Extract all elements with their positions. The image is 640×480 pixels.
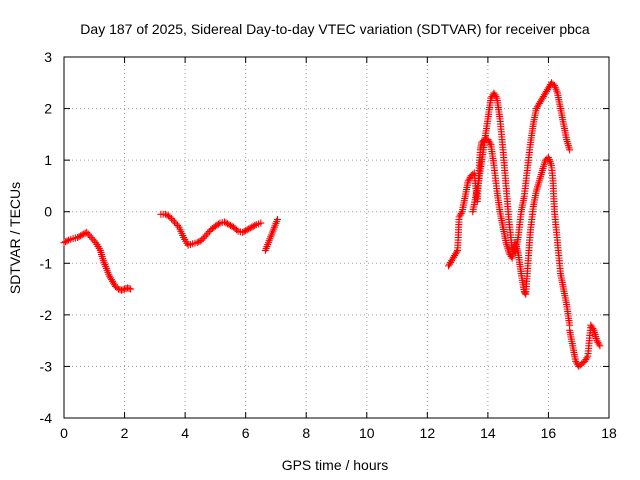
data-point bbox=[77, 232, 85, 240]
data-point bbox=[169, 216, 177, 224]
data-point bbox=[89, 235, 97, 243]
data-point bbox=[201, 233, 209, 241]
x-tick-label: 6 bbox=[242, 425, 250, 441]
y-axis-label: SDTVAR / TECUs bbox=[7, 182, 23, 294]
data-series bbox=[60, 228, 135, 294]
data-point bbox=[457, 209, 465, 217]
data-point bbox=[172, 220, 180, 228]
data-point bbox=[174, 221, 182, 229]
data-point bbox=[202, 231, 210, 239]
data-point bbox=[225, 221, 233, 229]
data-point bbox=[60, 239, 68, 247]
data-point bbox=[248, 223, 256, 231]
data-point bbox=[195, 238, 203, 246]
data-point bbox=[193, 239, 201, 247]
x-tick-label: 0 bbox=[60, 425, 68, 441]
data-point bbox=[239, 228, 247, 236]
data-point bbox=[74, 234, 82, 241]
data-point bbox=[205, 227, 213, 235]
data-point bbox=[492, 93, 500, 101]
x-tick-label: 10 bbox=[359, 425, 375, 441]
data-series bbox=[469, 79, 574, 257]
data-point bbox=[240, 227, 248, 235]
data-point bbox=[204, 229, 212, 237]
x-tick-label: 12 bbox=[420, 425, 436, 441]
data-point bbox=[249, 222, 257, 230]
data-point bbox=[83, 228, 91, 236]
data-point bbox=[199, 234, 207, 242]
data-point bbox=[246, 224, 254, 232]
x-tick-label: 4 bbox=[181, 425, 189, 441]
data-point bbox=[84, 230, 92, 238]
y-tick-label: 0 bbox=[44, 204, 52, 220]
x-tick-label: 8 bbox=[302, 425, 310, 441]
x-axis-label: GPS time / hours bbox=[282, 457, 389, 473]
data-point bbox=[589, 325, 597, 333]
data-point bbox=[595, 340, 603, 348]
data-point bbox=[86, 232, 94, 240]
x-tick-label: 18 bbox=[601, 425, 617, 441]
y-tick-label: -1 bbox=[40, 255, 53, 271]
data-point bbox=[566, 146, 574, 154]
data-point bbox=[214, 220, 222, 228]
data-point bbox=[87, 234, 95, 241]
y-tick-label: -2 bbox=[40, 307, 53, 323]
data-series bbox=[261, 215, 281, 254]
data-point bbox=[453, 248, 461, 256]
data-point bbox=[224, 220, 231, 228]
data-points bbox=[60, 79, 604, 370]
data-point bbox=[257, 219, 265, 227]
data-point bbox=[242, 227, 250, 235]
data-point bbox=[78, 231, 86, 239]
data-point bbox=[75, 233, 83, 241]
plot-frame bbox=[63, 56, 610, 419]
data-point bbox=[521, 289, 529, 297]
data-point bbox=[273, 215, 281, 223]
grid-lines bbox=[64, 57, 609, 418]
data-point bbox=[163, 211, 171, 219]
data-point bbox=[245, 225, 253, 233]
data-point bbox=[583, 354, 591, 362]
x-tick-label: 2 bbox=[121, 425, 129, 441]
x-tick-label: 14 bbox=[480, 425, 496, 441]
y-tick-label: 3 bbox=[44, 49, 52, 65]
chart-title: Day 187 of 2025, Sidereal Day-to-day VTE… bbox=[80, 21, 590, 37]
data-point bbox=[227, 221, 235, 229]
y-tick-label: -3 bbox=[40, 358, 53, 374]
data-point bbox=[62, 238, 70, 246]
data-point bbox=[63, 237, 71, 245]
data-point bbox=[167, 215, 175, 223]
data-point bbox=[220, 218, 228, 226]
data-series bbox=[157, 210, 265, 249]
data-point bbox=[243, 226, 251, 234]
data-point bbox=[233, 226, 241, 234]
data-point bbox=[251, 221, 259, 229]
x-tick-label: 16 bbox=[541, 425, 557, 441]
data-point bbox=[198, 236, 206, 244]
y-tick-label: 1 bbox=[44, 152, 52, 168]
data-point bbox=[222, 219, 230, 227]
data-point bbox=[171, 218, 179, 226]
data-point bbox=[161, 210, 169, 218]
data-point bbox=[90, 237, 98, 245]
y-tick-label: -4 bbox=[40, 410, 53, 426]
data-point bbox=[596, 342, 604, 350]
data-point bbox=[127, 285, 135, 293]
data-point bbox=[81, 229, 89, 237]
data-series bbox=[566, 321, 604, 370]
data-point bbox=[166, 213, 174, 221]
y-tick-label: 2 bbox=[44, 101, 52, 117]
